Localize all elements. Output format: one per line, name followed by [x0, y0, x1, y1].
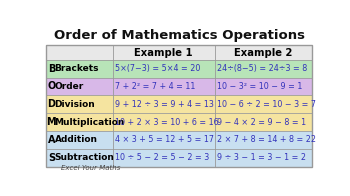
Text: B: B: [48, 64, 55, 74]
Text: 10 ÷ 5 − 2 = 5 − 2 = 3: 10 ÷ 5 − 2 = 5 − 2 = 3: [115, 153, 209, 162]
Text: S: S: [48, 153, 55, 163]
Bar: [47, 95, 312, 113]
Bar: [47, 45, 312, 60]
Bar: [47, 78, 312, 95]
Text: Excel Your Maths: Excel Your Maths: [61, 165, 121, 171]
Text: Order of Mathematics Operations: Order of Mathematics Operations: [54, 29, 305, 42]
Text: 10 − 6 ÷ 2 = 10 − 3 = 7: 10 − 6 ÷ 2 = 10 − 3 = 7: [217, 100, 316, 109]
Text: 9 ÷ 3 − 1 = 3 − 1 = 2: 9 ÷ 3 − 1 = 3 − 1 = 2: [217, 153, 306, 162]
Text: D: D: [47, 99, 55, 109]
Text: Division: Division: [55, 100, 95, 109]
Text: 24÷(8−5) = 24÷3 = 8: 24÷(8−5) = 24÷3 = 8: [217, 64, 307, 73]
Text: 2 × 7 + 8 = 14 + 8 = 22: 2 × 7 + 8 = 14 + 8 = 22: [217, 135, 316, 144]
Bar: [47, 45, 312, 167]
Text: 5×(7−3) = 5×4 = 20: 5×(7−3) = 5×4 = 20: [115, 64, 201, 73]
Text: Order: Order: [55, 82, 84, 91]
Bar: [47, 60, 312, 78]
Bar: [47, 131, 312, 149]
Text: Brackets: Brackets: [55, 64, 99, 73]
Text: 4 × 3 + 5 = 12 + 5 = 17: 4 × 3 + 5 = 12 + 5 = 17: [115, 135, 214, 144]
Text: Addition: Addition: [55, 135, 98, 144]
Text: Example 1: Example 1: [134, 48, 193, 58]
Text: Multiplication: Multiplication: [55, 118, 125, 127]
Text: M: M: [47, 117, 56, 127]
Text: O: O: [47, 82, 55, 92]
Text: 9 − 4 × 2 = 9 − 8 = 1: 9 − 4 × 2 = 9 − 8 = 1: [217, 118, 306, 127]
Text: 10 + 2 × 3 = 10 + 6 = 16: 10 + 2 × 3 = 10 + 6 = 16: [115, 118, 219, 127]
Text: 9 + 12 ÷ 3 = 9 + 4 = 13: 9 + 12 ÷ 3 = 9 + 4 = 13: [115, 100, 214, 109]
Text: A: A: [48, 135, 55, 145]
Text: Subtraction: Subtraction: [55, 153, 114, 162]
Text: 7 + 2² = 7 + 4 = 11: 7 + 2² = 7 + 4 = 11: [115, 82, 195, 91]
Bar: [47, 113, 312, 131]
Text: 10 − 3² = 10 − 9 = 1: 10 − 3² = 10 − 9 = 1: [217, 82, 302, 91]
Bar: [47, 149, 312, 167]
Text: Example 2: Example 2: [234, 48, 293, 58]
